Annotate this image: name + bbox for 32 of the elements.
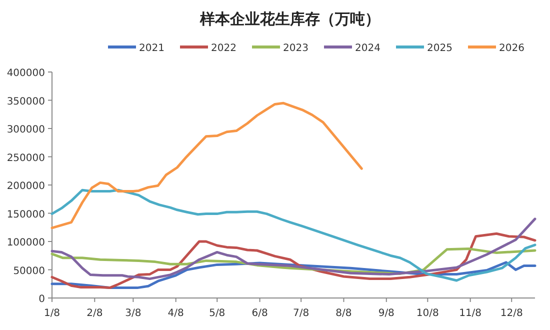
legend-label: 2021 — [139, 43, 164, 54]
x-tick-label: 3/8 — [125, 308, 142, 319]
chart-title: 样本企业花生库存（万吨） — [199, 10, 380, 28]
y-tick-label: 250000 — [6, 152, 45, 164]
legend-label: 2025 — [427, 43, 452, 54]
x-tick-label: 1/8 — [44, 308, 60, 319]
y-tick-label: 0 — [38, 294, 45, 305]
x-tick-label: 10/8 — [416, 308, 439, 319]
line-series — [50, 218, 536, 280]
legend-label: 2023 — [283, 43, 308, 54]
x-tick-label: 8/8 — [336, 308, 352, 319]
x-tick-label: 2/8 — [86, 308, 103, 319]
legend-label: 2024 — [355, 43, 380, 54]
y-tick-label: 300000 — [6, 124, 45, 136]
y-tick-label: 200000 — [6, 181, 45, 192]
y-tick-label: 350000 — [6, 96, 45, 108]
y-tick-label: 150000 — [6, 209, 45, 220]
line-series — [50, 102, 363, 230]
y-tick-label: 100000 — [6, 238, 45, 248]
x-tick-label: 6/8 — [252, 308, 268, 319]
x-tick-label: 7/8 — [293, 308, 310, 319]
legend-label: 2022 — [211, 43, 236, 54]
x-tick-label: 9/8 — [378, 308, 394, 319]
x-tick-label: 12/8 — [500, 308, 523, 319]
legend-label: 2026 — [499, 43, 524, 54]
line-series — [50, 188, 536, 282]
line-series — [50, 232, 536, 290]
x-tick-label: 5/8 — [209, 308, 226, 319]
x-tick-label: 4/8 — [168, 308, 184, 319]
x-tick-label: 11/8 — [459, 308, 482, 319]
y-tick-label: 400000 — [6, 68, 45, 79]
y-tick-label: 50000 — [13, 266, 45, 277]
